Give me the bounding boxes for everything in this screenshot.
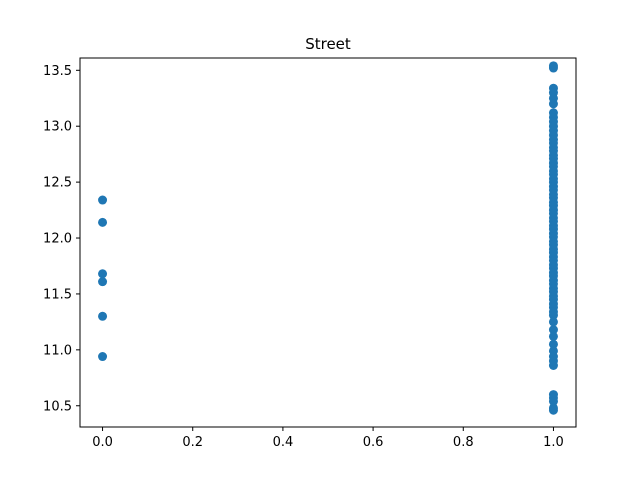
scatter-point	[548, 339, 558, 349]
scatter-point	[548, 63, 558, 73]
x-tick-label: 0.4	[273, 435, 294, 450]
axes: 0.0 0.2 0.4 0.6 0.8 1.0 10.5 11.0 11.5 12.0 12.5 13…	[43, 57, 577, 450]
chart-title: Street	[305, 35, 351, 53]
y-tick-label: 12.5	[43, 176, 72, 191]
y-tick-label: 11.0	[43, 343, 72, 358]
x-tick-label: 0.0	[92, 435, 113, 450]
y-tick-label: 12.0	[43, 232, 72, 247]
scatter-point	[548, 310, 558, 320]
scatter-point	[548, 317, 558, 327]
scatter-point	[98, 352, 108, 362]
y-tick-label: 11.5	[43, 287, 72, 302]
y-tick-label: 13.5	[43, 64, 72, 79]
scatter-point	[98, 269, 108, 279]
x-tick-label: 0.8	[453, 435, 474, 450]
scatter-point	[548, 331, 558, 341]
scatter-point	[548, 361, 558, 370]
plot-area	[98, 61, 558, 415]
scatter-point	[98, 217, 108, 227]
scatter-point	[98, 277, 108, 287]
scatter-point	[98, 311, 108, 321]
scatter-point	[548, 396, 558, 406]
y-tick-label: 13.0	[43, 120, 72, 135]
y-tick-label: 10.5	[43, 399, 72, 414]
scatter-point	[548, 405, 558, 415]
scatter-point	[548, 99, 558, 109]
x-tick-label: 0.6	[363, 435, 384, 450]
scatter-point	[548, 325, 558, 335]
plot-frame	[79, 57, 577, 428]
scatter-point	[98, 195, 108, 205]
x-tick-label: 1.0	[543, 435, 564, 450]
x-tick-label: 0.2	[182, 435, 203, 450]
